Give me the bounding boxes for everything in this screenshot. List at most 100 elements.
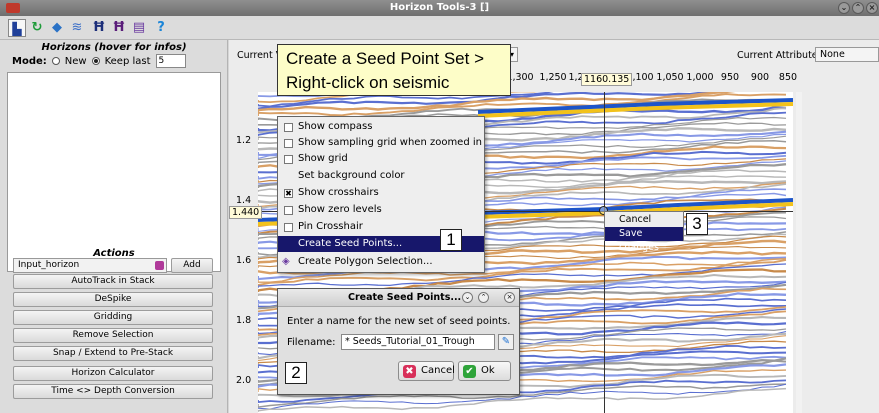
current-attribute-select[interactable]: None (815, 47, 879, 62)
dialog-message: Enter a name for the new set of seed poi… (287, 316, 511, 327)
menu-item-show-zero-levels[interactable]: Show zero levels (278, 202, 484, 218)
horizon-band (477, 102, 793, 118)
cancel-icon: ✖ (403, 365, 416, 378)
horizon-select-value: Input_horizon (18, 260, 80, 270)
minimize-icon[interactable]: ⌄ (838, 2, 850, 14)
layers-icon[interactable]: ▤ (132, 20, 146, 35)
actions-title: Actions (93, 248, 135, 259)
y-tick: 1.6 (236, 255, 252, 266)
horizon-icon[interactable]: ◆ (52, 20, 62, 35)
help-icon[interactable]: ? (157, 20, 165, 35)
time-depth-button[interactable]: Time <> Depth Conversion (13, 384, 213, 399)
menu-item-show-compass[interactable]: Show compass (278, 119, 484, 135)
seismic-reflector (258, 257, 787, 284)
y-tick: 1.2 (236, 135, 252, 146)
horizon-calculator-button[interactable]: Horizon Calculator (13, 366, 213, 381)
filename-input[interactable]: * Seeds_Tutorial_01_Trough (341, 334, 495, 350)
x-tick: 850 (778, 72, 798, 83)
step-marker-3: 3 (686, 213, 708, 235)
seed-h-icon[interactable]: Ħ (92, 20, 106, 35)
x-tick: 1,100 (626, 72, 654, 83)
step-marker-2: 2 (285, 362, 307, 384)
track-icon[interactable]: ↻ (31, 20, 43, 35)
x-axis: 1,300 1,250 1,2 1,100 1,050 1,000 950 90… (490, 72, 800, 86)
seismic-reflector (258, 92, 538, 103)
menu-item-show-grid[interactable]: Show grid (278, 151, 484, 167)
dialog-collapse-icon[interactable]: ⌄ (462, 292, 473, 303)
menu-item-pin-crosshair[interactable]: Pin Crosshair (278, 219, 484, 235)
stripes-icon[interactable]: ≋ (71, 20, 83, 35)
menu-item-create-seed-points[interactable]: Create Seed Points... (278, 236, 484, 252)
window-title: Horizon Tools-3 [] (389, 2, 490, 13)
x-tick: 1,050 (656, 72, 684, 83)
seismic-reflector (258, 263, 787, 288)
horizon-select[interactable]: Input_horizon (13, 258, 167, 273)
add-button[interactable]: Add (171, 258, 213, 273)
seismic-reflector (258, 92, 554, 108)
horizon-band (477, 98, 793, 114)
autotrack-button[interactable]: AutoTrack in Stack (13, 274, 213, 289)
x-tick: 900 (750, 72, 770, 83)
current-attribute-label: Current Attribute: (737, 50, 821, 61)
horizon-select-icon (155, 261, 164, 270)
x-tick: 950 (720, 72, 740, 83)
callout-line-1: Create a Seed Point Set > (286, 49, 484, 68)
menu-item-show-sampling-grid[interactable]: Show sampling grid when zoomed in (278, 135, 484, 151)
seed-h2-icon[interactable]: Ħ (112, 20, 126, 35)
remove-selection-button[interactable]: Remove Selection (13, 328, 213, 343)
seismic-reflector (258, 258, 787, 287)
seismic-reflector (258, 255, 787, 281)
y-tick: 1.8 (236, 315, 252, 326)
callout-line-2: Right-click on seismic (286, 73, 450, 92)
keep-last-input[interactable]: 5 (155, 54, 186, 68)
instruction-callout: Create a Seed Point Set > Right-click on… (277, 44, 511, 96)
close-icon[interactable]: × (866, 2, 878, 14)
checkbox-icon (284, 155, 293, 164)
current-v-label: Current V (237, 50, 283, 61)
x-tick: 1,000 (686, 72, 714, 83)
x-tick: 1,300 (506, 72, 534, 83)
horizons-panel: Horizons (hover for infos) Mode: New Kee… (0, 40, 228, 413)
seed-popup-menu: Cancel Save changes (604, 211, 684, 253)
crosshair-y-label: 1.440 (229, 206, 263, 219)
dialog-cancel-button[interactable]: ✖ Cancel (398, 361, 455, 381)
mode-keep-last-label: Keep last (104, 55, 151, 67)
horizons-list[interactable] (7, 72, 221, 272)
crosshair-x-label: 1160.135 (581, 73, 633, 86)
select-tool-icon[interactable]: ▙ (8, 19, 26, 37)
seismic-reflector (258, 92, 736, 112)
dialog-ok-button[interactable]: ✔ Ok (458, 361, 511, 381)
mode-keep-last-radio[interactable] (91, 57, 100, 65)
checkbox-icon (284, 123, 293, 132)
dialog-expand-icon[interactable]: ⌃ (478, 292, 489, 303)
mode-row: Mode: New Keep last 5 (12, 54, 186, 68)
snap-extend-button[interactable]: Snap / Extend to Pre-Stack (13, 346, 213, 361)
checkbox-icon (284, 223, 293, 232)
seismic-reflector (258, 387, 787, 412)
menu-item-set-background-color[interactable]: Set background color (298, 170, 405, 181)
seismic-reflector (258, 383, 787, 410)
dialog-title: Create Seed Points... (278, 289, 519, 307)
mode-new-label: New (64, 55, 87, 67)
menu-item-cancel[interactable]: Cancel (619, 214, 652, 225)
menu-item-create-polygon-selection[interactable]: ◈ Create Polygon Selection... (278, 254, 484, 270)
crosshair-center (599, 206, 608, 215)
maximize-icon[interactable]: ⌃ (852, 2, 864, 14)
viewer-right-strip (796, 92, 802, 413)
despike-button[interactable]: DeSpike (13, 292, 213, 307)
menu-item-save-changes[interactable]: Save changes (605, 227, 683, 253)
mode-new-radio[interactable] (51, 57, 60, 65)
seismic-reflector (258, 93, 787, 117)
y-tick: 1.4 (236, 195, 252, 206)
dialog-close-icon[interactable]: × (504, 292, 515, 303)
x-tick: 1,2 (568, 72, 584, 83)
checkbox-icon (284, 206, 293, 215)
x-tick: 1,250 (539, 72, 567, 83)
browse-file-icon[interactable]: ✎ (498, 334, 514, 350)
crosshair-horizontal (258, 211, 793, 212)
ok-check-icon: ✔ (463, 365, 476, 378)
menu-item-show-crosshairs[interactable]: ✖ Show crosshairs (284, 187, 379, 198)
checked-icon: ✖ (284, 189, 293, 198)
app-icon (6, 3, 20, 13)
gridding-button[interactable]: Gridding (13, 310, 213, 325)
